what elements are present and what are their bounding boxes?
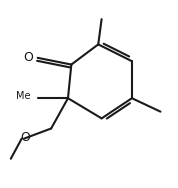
Text: Me: Me: [17, 91, 31, 101]
Text: O: O: [23, 51, 33, 64]
Text: O: O: [20, 131, 30, 144]
